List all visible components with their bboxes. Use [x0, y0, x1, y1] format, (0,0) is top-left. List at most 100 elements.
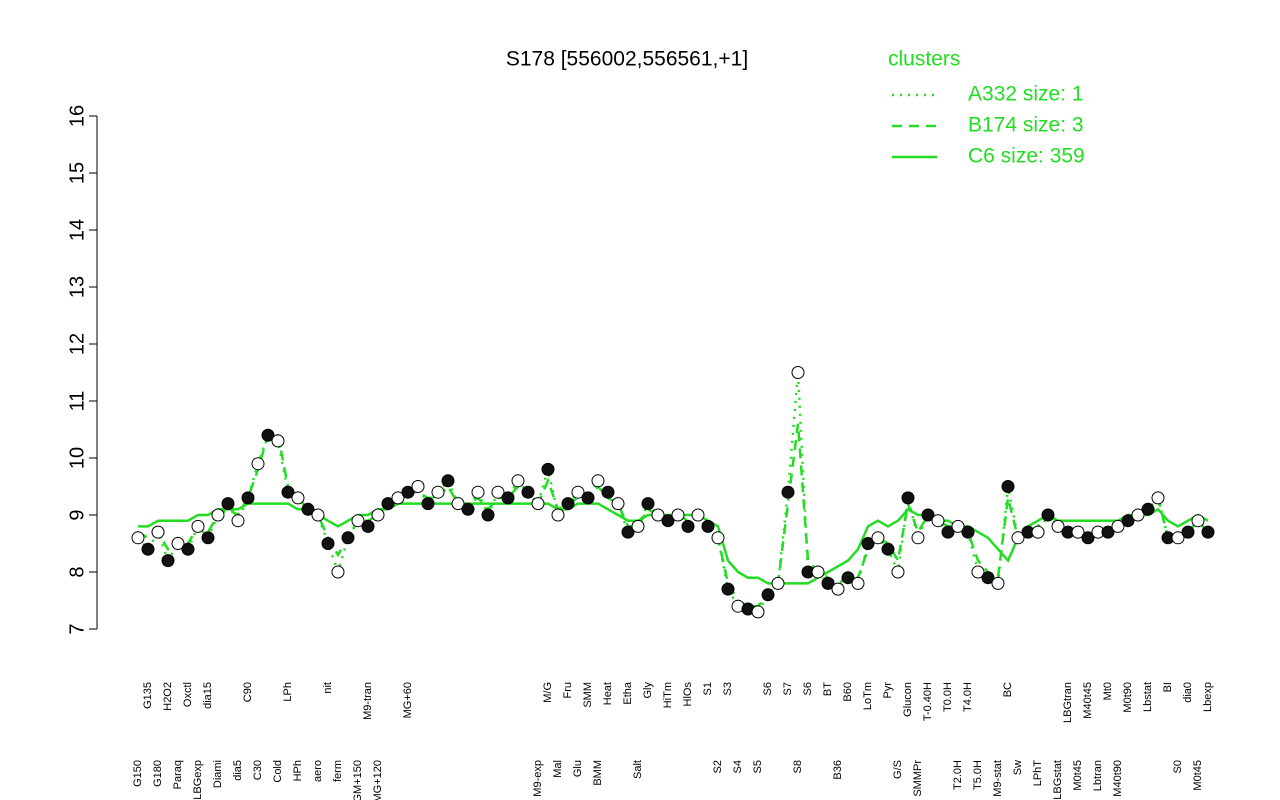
x-tick-label: LoTm [862, 682, 874, 710]
point [1131, 508, 1145, 522]
legend-title: clusters [888, 48, 960, 71]
x-tick-label: GM+150 [352, 760, 364, 800]
x-tick-label: B60 [842, 682, 854, 702]
x-tick-label: dia15 [202, 682, 214, 709]
x-tick-label: LPh [282, 682, 294, 702]
x-tick-label: Lbtran [1092, 760, 1104, 791]
point [271, 434, 285, 448]
x-tick-label: S3 [722, 682, 734, 695]
point [761, 588, 775, 602]
point [1101, 525, 1115, 539]
point [941, 525, 955, 539]
x-tick-label: Gly [642, 682, 654, 699]
x-tick-label: B36 [832, 760, 844, 780]
x-tick-label: T0.0H [942, 682, 954, 712]
x-tick-label: M40t90 [1112, 760, 1124, 797]
y-tick-label: 7 [66, 623, 88, 634]
point [781, 485, 795, 499]
point [331, 565, 345, 579]
point [791, 366, 805, 379]
point [551, 508, 565, 522]
point [321, 537, 335, 550]
x-tick-label: G150 [132, 760, 144, 787]
x-tick-label: MG+60 [402, 682, 414, 718]
point [171, 537, 185, 550]
y-tick-label: 12 [66, 333, 88, 355]
x-tick-label: T-0.40H [922, 682, 934, 721]
point [481, 508, 495, 522]
x-tick-label: BMM [592, 760, 604, 786]
point [161, 554, 175, 568]
point [1191, 514, 1205, 528]
point [931, 514, 945, 528]
x-tick-label: Glu [572, 760, 584, 777]
y-tick-label: 13 [66, 276, 88, 298]
point [1201, 525, 1215, 539]
x-tick-label: Sw [1012, 760, 1024, 775]
x-tick-label: BT [822, 682, 834, 696]
x-tick-label: HPh [292, 760, 304, 781]
point [771, 576, 785, 590]
point [921, 508, 935, 522]
x-tick-label: S1 [702, 682, 714, 695]
x-tick-label: HlOs [682, 682, 694, 707]
legend-label: B174 size: 3 [968, 114, 1084, 137]
x-tick-label: LBGtran [1062, 682, 1074, 723]
x-tick-label: S6 [802, 682, 814, 695]
x-tick-label: Pyr [882, 682, 894, 699]
y-tick-label: 11 [66, 391, 88, 412]
y-tick-label: 8 [66, 566, 88, 577]
point [401, 485, 415, 499]
x-tick-label: M0t45 [1072, 760, 1084, 791]
point [1031, 525, 1045, 539]
point [261, 428, 275, 442]
x-tick-label: T5.0H [972, 760, 984, 790]
point [601, 485, 615, 499]
point [301, 502, 315, 516]
x-tick-label: LBGstat [1052, 760, 1064, 800]
point [991, 576, 1005, 590]
point [691, 508, 705, 522]
x-tick-label: S6 [762, 682, 774, 695]
point [191, 519, 205, 533]
x-tick-label: HiTm [662, 682, 674, 708]
x-tick-label: H2O2 [162, 682, 174, 711]
x-tick-label: Salt [632, 760, 644, 779]
point [911, 531, 925, 545]
x-tick-label: G/S [892, 760, 904, 779]
point [651, 508, 665, 522]
point [371, 508, 385, 522]
x-tick-label: BC [1002, 682, 1014, 697]
point [711, 531, 725, 545]
point [1071, 525, 1085, 539]
y-tick-label: 10 [66, 447, 88, 469]
point [961, 525, 975, 539]
x-tick-label: M9-tran [362, 682, 374, 720]
x-tick-label: Heat [602, 682, 614, 705]
x-tick-label: S8 [792, 760, 804, 773]
x-tick-label: Oxctl [182, 682, 194, 707]
point [231, 514, 245, 528]
x-tick-label: M9-stat [992, 760, 1004, 797]
point [591, 474, 605, 488]
x-tick-label: M0t45 [1192, 760, 1204, 791]
point [951, 519, 965, 533]
point [471, 485, 485, 499]
x-tick-label: Mt0 [1102, 682, 1114, 700]
x-tick-label: Diami [212, 760, 224, 788]
point [131, 531, 145, 545]
point [851, 576, 865, 590]
x-tick-label: M40t45 [1082, 682, 1094, 719]
point [241, 491, 255, 505]
point [821, 576, 835, 590]
point [381, 497, 395, 511]
point [611, 497, 625, 511]
point [501, 491, 515, 505]
point [681, 519, 695, 533]
y-tick-label: 16 [66, 105, 88, 127]
point [1151, 491, 1165, 505]
x-tick-label: Lbexp [1202, 682, 1214, 712]
point [291, 491, 305, 505]
point [351, 514, 365, 528]
